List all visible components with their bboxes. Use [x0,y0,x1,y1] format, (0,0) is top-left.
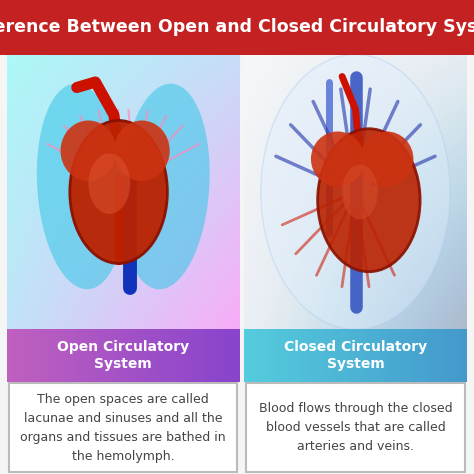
Ellipse shape [120,84,210,289]
Ellipse shape [114,120,170,181]
Ellipse shape [37,84,126,289]
Ellipse shape [261,55,450,329]
Text: The open spaces are called
lacunae and sinuses and all the
organs and tissues ar: The open spaces are called lacunae and s… [20,393,226,463]
Text: Blood flows through the closed
blood vessels that are called
arteries and veins.: Blood flows through the closed blood ves… [259,402,452,453]
FancyBboxPatch shape [246,383,465,472]
Ellipse shape [61,120,116,181]
Ellipse shape [88,154,130,214]
Text: Difference Between Open and Closed Circulatory System: Difference Between Open and Closed Circu… [0,18,474,36]
FancyBboxPatch shape [9,383,237,472]
Ellipse shape [311,131,365,186]
Ellipse shape [70,120,167,264]
Ellipse shape [360,131,413,186]
Text: Open Circulatory
System: Open Circulatory System [57,340,189,371]
Text: Closed Circulatory
System: Closed Circulatory System [284,340,427,371]
Ellipse shape [318,129,420,272]
Ellipse shape [342,164,378,219]
